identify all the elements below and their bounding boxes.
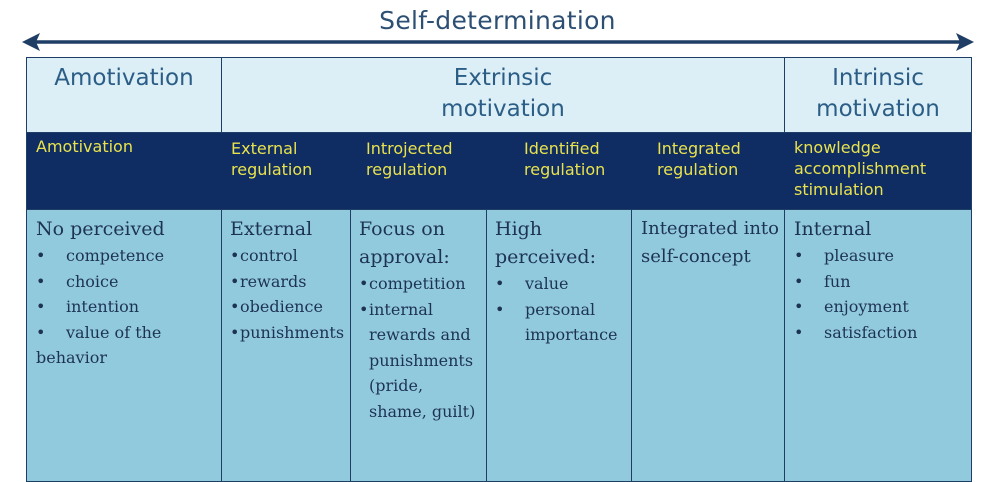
band-integrated-line-2: regulation xyxy=(657,160,739,179)
introjected-continuation-line: shame, guilt) xyxy=(369,401,476,421)
integrated-lead-2: self-concept xyxy=(641,246,751,267)
list-item: value of the xyxy=(36,320,216,346)
list-item: competence xyxy=(36,243,216,269)
introjected-continuation-line: (pride, xyxy=(369,376,424,395)
header-amotivation-label: Amotivation xyxy=(54,65,194,91)
band-introjected-line-1: Introjected xyxy=(366,139,453,158)
regulation-band xyxy=(26,132,972,210)
band-external-regulation: External regulation xyxy=(231,138,312,180)
band-identified-line-1: Identified xyxy=(524,139,600,158)
details-external: External control rewards obedience punis… xyxy=(221,209,351,482)
list-item: intention xyxy=(36,294,216,320)
introjected-continuation: rewards and punishments (pride, shame, g… xyxy=(359,322,485,424)
band-integrated-line-1: Integrated xyxy=(657,139,741,158)
header-extrinsic: Extrinsic motivation xyxy=(221,57,785,133)
amotivation-lead: No perceived xyxy=(36,218,165,240)
header-amotivation: Amotivation xyxy=(26,57,222,133)
amotivation-tail: behavior xyxy=(36,348,107,367)
external-list: control rewards obedience punishments xyxy=(230,243,350,345)
band-external-line-1: External xyxy=(231,139,298,158)
band-intrinsic-line-1: knowledge xyxy=(794,138,881,157)
list-item: value xyxy=(495,271,630,297)
band-intrinsic-types: knowledge accomplishment stimulation xyxy=(794,137,926,200)
intrinsic-list: pleasure fun enjoyment satisfaction xyxy=(794,243,969,345)
header-intrinsic: Intrinsic motivation xyxy=(784,57,972,133)
band-external-line-2: regulation xyxy=(231,160,313,179)
details-amotivation: No perceived competence choice intention… xyxy=(26,209,222,482)
introjected-lead-2: approval: xyxy=(359,246,450,268)
integrated-lead-1: Integrated into xyxy=(641,218,779,239)
self-determination-arrow xyxy=(22,33,974,51)
introjected-lead-1: Focus on xyxy=(359,218,445,240)
header-extrinsic-line-1: Extrinsic xyxy=(453,65,553,91)
header-extrinsic-line-2: motivation xyxy=(441,96,565,122)
introjected-continuation-line: punishments xyxy=(369,350,474,370)
list-item: competition xyxy=(359,271,485,297)
band-intrinsic-line-3: stimulation xyxy=(794,180,884,199)
list-item: personal xyxy=(495,297,630,323)
details-intrinsic: Internal pleasure fun enjoyment satisfac… xyxy=(784,209,972,482)
introjected-list: competition internal xyxy=(359,271,485,322)
list-item: pleasure xyxy=(794,243,969,269)
list-item: internal xyxy=(359,297,485,323)
band-introjected-regulation: Introjected regulation xyxy=(366,138,453,180)
identified-list: value personal xyxy=(495,271,630,322)
intrinsic-lead: Internal xyxy=(794,218,872,240)
external-lead: External xyxy=(230,218,313,240)
identified-continuation: importance xyxy=(525,325,618,344)
list-item: obedience xyxy=(230,294,350,320)
list-item: choice xyxy=(36,269,216,295)
identified-lead-2: perceived: xyxy=(495,246,596,268)
list-item: control xyxy=(230,243,350,269)
list-item: satisfaction xyxy=(794,320,969,346)
band-integrated-regulation: Integrated regulation xyxy=(657,138,741,180)
band-identified-regulation: Identified regulation xyxy=(524,138,605,180)
band-introjected-line-2: regulation xyxy=(366,160,448,179)
list-item: punishments xyxy=(230,320,350,346)
band-amotivation: Amotivation xyxy=(36,137,133,156)
identified-lead-1: High xyxy=(495,218,543,240)
amotivation-list: competence choice intention value of the xyxy=(36,243,216,345)
diagram-title: Self-determination xyxy=(379,6,616,35)
list-item: rewards xyxy=(230,269,350,295)
header-intrinsic-line-2: motivation xyxy=(816,96,940,122)
details-introjected: Focus on approval: competition internal … xyxy=(350,209,487,482)
header-intrinsic-line-1: Intrinsic xyxy=(832,65,924,91)
introjected-continuation-line: rewards and xyxy=(369,325,471,344)
details-identified: High perceived: value personal importanc… xyxy=(486,209,632,482)
list-item: fun xyxy=(794,269,969,295)
details-integrated: Integrated into self-concept xyxy=(631,209,785,482)
band-intrinsic-line-2: accomplishment xyxy=(794,159,927,178)
band-identified-line-2: regulation xyxy=(524,160,606,179)
list-item: enjoyment xyxy=(794,294,969,320)
